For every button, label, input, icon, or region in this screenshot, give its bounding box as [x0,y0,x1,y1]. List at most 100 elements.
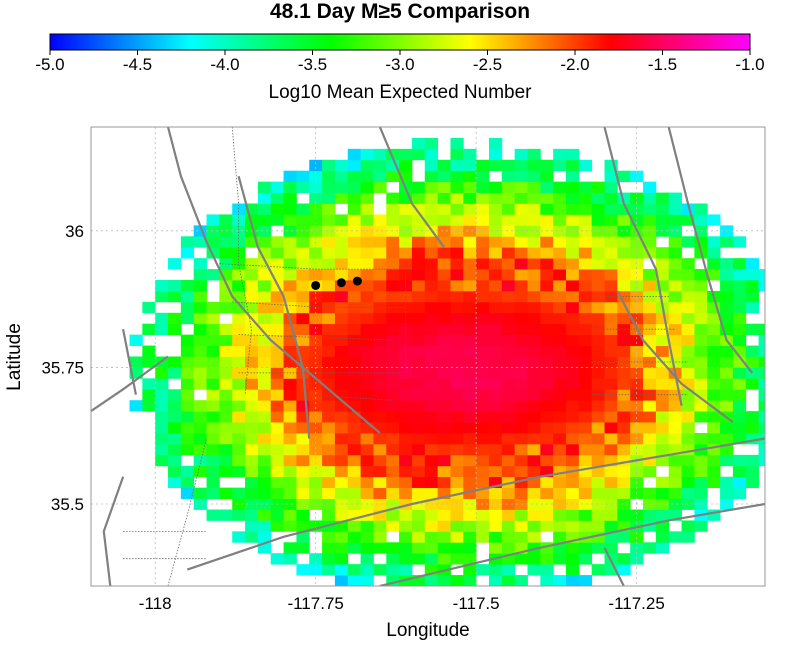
heatmap-cell [347,159,361,172]
heatmap-cell [437,509,451,521]
heatmap-cell [296,476,310,489]
heatmap-cell [681,411,695,423]
heatmap-cell [193,269,207,281]
heatmap-cell [617,520,631,532]
heatmap-cell [386,389,400,401]
heatmap-cell [450,345,464,357]
heatmap-cell [488,323,503,336]
heatmap-cell [643,454,657,467]
heatmap-cell [399,542,413,554]
heatmap-cell [578,542,593,554]
heatmap-cell [604,542,618,554]
heatmap-cell [553,258,567,270]
heatmap-cell [643,301,657,314]
boundary-lines [123,127,688,586]
heatmap-cell [720,345,734,357]
heatmap-cell [386,192,400,204]
heatmap-cell [501,575,516,586]
heatmap-cell [553,476,567,489]
heatmap-cell [180,345,195,357]
heatmap-cell [424,334,439,346]
heatmap-cell [501,301,516,314]
heatmap-cell [411,542,426,554]
heatmap-cell [437,575,451,586]
heatmap-cell [553,269,567,281]
heatmap-cell [514,487,528,499]
heatmap-cell [540,542,554,554]
heatmap-cell [604,214,618,226]
heatmap-cell [617,411,631,423]
heatmap-cell [142,389,156,401]
colorbar-tick-label: -2.5 [473,55,502,74]
heatmap-cell [488,378,503,390]
heatmap-cell [411,137,426,150]
heatmap-cell [322,312,336,325]
heatmap-cell [501,378,516,390]
heatmap-cell [155,323,169,336]
heatmap-cell [540,443,554,456]
heatmap-cell [553,181,567,193]
colorbar-tick-label: -4.0 [210,55,239,74]
heatmap-cell [450,290,464,303]
boundary-line [302,394,393,401]
heatmap-cell [219,214,233,226]
heatmap-cell [386,411,400,423]
heatmap-cell [437,498,451,510]
heatmap-cell [347,411,361,423]
heatmap-cell [257,542,272,554]
heatmap-cell [540,312,554,325]
heatmap-cell [245,290,259,303]
heatmap-cell [514,170,528,183]
heatmap-cell [578,476,593,489]
heatmap-cell [553,465,567,478]
heatmap-cell [514,509,528,521]
heatmap-cell [386,575,400,586]
heatmap-cell [168,280,182,292]
heatmap-cell [591,334,605,346]
heatmap-cell [424,214,439,226]
heatmap-cell [322,411,336,423]
heatmap-cell [206,389,220,401]
heatmap-cell [424,520,439,532]
heatmap-cell [180,236,195,248]
heatmap-cell [617,334,631,346]
heatmap-cell [219,345,233,357]
heatmap-cell [283,378,297,390]
heatmap-cell [245,356,259,368]
heatmap-cell [501,269,516,281]
heatmap-cell [155,443,169,456]
heatmap-cell [180,301,195,314]
heatmap-cell [245,476,259,489]
heatmap-cell [424,170,439,183]
heatmap-cell [553,247,567,259]
heatmap-cell [720,236,734,248]
heatmap-cell [219,290,233,303]
heatmap-cell [322,170,336,183]
heatmap-cell [617,192,631,204]
heatmap-cell [270,400,284,412]
heatmap-cell [386,564,400,576]
heatmap-cell [296,345,310,357]
heatmap-cell [347,301,361,314]
heatmap-cell [399,225,413,237]
heatmap-cell [360,192,374,204]
heatmap-cell [245,400,259,412]
heatmap-cell [347,389,361,401]
heatmap-cell [604,378,618,390]
heatmap-cell [604,476,618,489]
heatmap-cell [604,181,618,193]
heatmap-cell [309,345,323,357]
heatmap-cell [334,422,349,434]
heatmap-cell [373,454,387,467]
heatmap-cell [334,181,349,193]
heatmap-cell [527,203,541,215]
heatmap-cell [206,465,220,478]
heatmap-cell [501,367,516,379]
heatmap-cell [463,575,477,586]
heatmap-cell [604,159,618,172]
heatmap-cell [283,433,297,445]
heatmap-cell [424,159,439,172]
heatmap-cell [668,476,682,489]
heatmap-cell [501,520,516,532]
heatmap-cell [694,290,708,303]
